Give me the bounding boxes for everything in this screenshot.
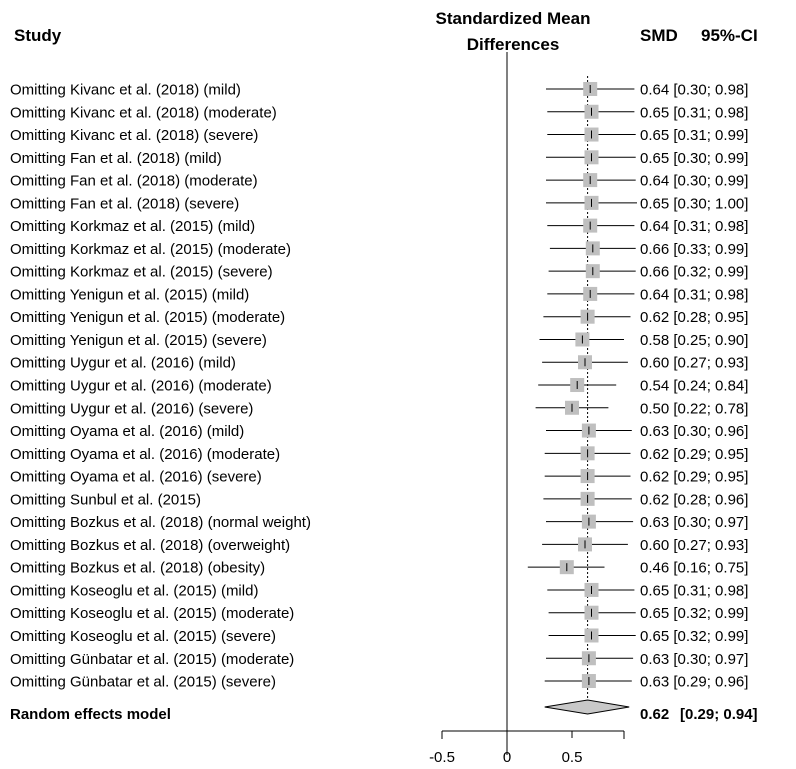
study-label: Omitting Korkmaz et al. (2015) (mild) xyxy=(10,218,255,235)
x-tick-label: 0 xyxy=(503,749,511,766)
study-label: Omitting Fan et al. (2018) (mild) xyxy=(10,150,222,167)
pooled-estimate: 0.62 xyxy=(640,706,669,723)
effect-value-label: 0.60 [0.27; 0.93] xyxy=(640,355,748,372)
effect-value-label: 0.66 [0.32; 0.99] xyxy=(640,264,748,281)
effect-value-label: 0.64 [0.31; 0.98] xyxy=(640,218,748,235)
effect-value-label: 0.66 [0.33; 0.99] xyxy=(640,241,748,258)
study-label: Omitting Bozkus et al. (2018) (obesity) xyxy=(10,560,265,577)
study-label: Omitting Uygur et al. (2016) (severe) xyxy=(10,400,253,417)
effect-value-label: 0.46 [0.16; 0.75] xyxy=(640,560,748,577)
study-labels: Omitting Kivanc et al. (2018) (mild) Omit… xyxy=(10,82,311,691)
x-tick-label: -0.5 xyxy=(429,749,455,766)
effect-value-label: 0.62 [0.28; 0.95] xyxy=(640,309,748,326)
effect-value-label: 0.64 [0.30; 0.98] xyxy=(640,82,748,99)
effect-value-label: 0.65 [0.30; 1.00] xyxy=(640,195,748,212)
effect-value-label: 0.64 [0.31; 0.98] xyxy=(640,286,748,303)
study-label: Omitting Bozkus et al. (2018) (overweigh… xyxy=(10,537,290,554)
effect-value-label: 0.63 [0.30; 0.97] xyxy=(640,651,748,668)
study-label: Omitting Kivanc et al. (2018) (mild) xyxy=(10,82,241,99)
value-labels: 0.64 [0.30; 0.98] 0.65 [0.31; 0.98] 0.65 [… xyxy=(640,82,748,691)
effect-value-label: 0.63 [0.30; 0.96] xyxy=(640,423,748,440)
study-label: Omitting Koseoglu et al. (2015) (moderat… xyxy=(10,605,294,622)
pooled-diamond xyxy=(544,699,630,715)
study-label: Omitting Fan et al. (2018) (moderate) xyxy=(10,173,258,190)
plot-title-line1: Standardized Mean xyxy=(436,9,591,28)
study-label: Omitting Yenigun et al. (2015) (mild) xyxy=(10,286,249,303)
effect-value-label: 0.65 [0.32; 0.99] xyxy=(640,605,748,622)
effect-value-label: 0.63 [0.30; 0.97] xyxy=(640,514,748,531)
study-label: Omitting Yenigun et al. (2015) (moderate… xyxy=(10,309,285,326)
effect-value-label: 0.60 [0.27; 0.93] xyxy=(640,537,748,554)
study-label: Omitting Korkmaz et al. (2015) (severe) xyxy=(10,264,273,281)
effect-value-label: 0.50 [0.22; 0.78] xyxy=(640,400,748,417)
study-label: Omitting Koseoglu et al. (2015) (severe) xyxy=(10,628,276,645)
study-label: Omitting Oyama et al. (2016) (severe) xyxy=(10,469,262,486)
study-label: Omitting Uygur et al. (2016) (moderate) xyxy=(10,378,272,395)
effect-value-label: 0.65 [0.32; 0.99] xyxy=(640,628,748,645)
study-label: Omitting Oyama et al. (2016) (mild) xyxy=(10,423,244,440)
study-label: Omitting Uygur et al. (2016) (mild) xyxy=(10,355,236,372)
pooled-label: Random effects model xyxy=(10,706,171,723)
plot-title-line2: Differences xyxy=(467,35,560,54)
study-label: Omitting Kivanc et al. (2018) (severe) xyxy=(10,127,258,144)
pooled-ci: [0.29; 0.94] xyxy=(680,706,758,723)
study-label: Omitting Yenigun et al. (2015) (severe) xyxy=(10,332,267,349)
study-label: Omitting Sunbul et al. (2015) xyxy=(10,491,201,508)
effect-value-label: 0.65 [0.31; 0.98] xyxy=(640,582,748,599)
study-label: Omitting Bozkus et al. (2018) (normal we… xyxy=(10,514,311,531)
x-tick-label: 0.5 xyxy=(562,749,583,766)
study-marks xyxy=(527,82,637,715)
study-label: Omitting Oyama et al. (2016) (moderate) xyxy=(10,446,280,463)
effect-value-label: 0.58 [0.25; 0.90] xyxy=(640,332,748,349)
effect-value-label: 0.63 [0.29; 0.96] xyxy=(640,674,748,691)
study-label: Omitting Günbatar et al. (2015) (moderat… xyxy=(10,651,294,668)
effect-value-label: 0.65 [0.31; 0.98] xyxy=(640,104,748,121)
effect-value-label: 0.62 [0.28; 0.96] xyxy=(640,491,748,508)
ci-column-header: 95%-CI xyxy=(701,26,758,45)
study-label: Omitting Kivanc et al. (2018) (moderate) xyxy=(10,104,277,121)
study-label: Omitting Koseoglu et al. (2015) (mild) xyxy=(10,582,258,599)
smd-column-header: SMD xyxy=(640,26,678,45)
effect-value-label: 0.64 [0.30; 0.99] xyxy=(640,173,748,190)
study-label: Omitting Fan et al. (2018) (severe) xyxy=(10,195,239,212)
study-label: Omitting Günbatar et al. (2015) (severe) xyxy=(10,674,276,691)
effect-value-label: 0.62 [0.29; 0.95] xyxy=(640,446,748,463)
study-label: Omitting Korkmaz et al. (2015) (moderate… xyxy=(10,241,291,258)
study-column-header: Study xyxy=(14,26,62,45)
effect-value-label: 0.65 [0.31; 0.99] xyxy=(640,127,748,144)
effect-value-label: 0.54 [0.24; 0.84] xyxy=(640,378,748,395)
effect-value-label: 0.62 [0.29; 0.95] xyxy=(640,469,748,486)
effect-value-label: 0.65 [0.30; 0.99] xyxy=(640,150,748,167)
